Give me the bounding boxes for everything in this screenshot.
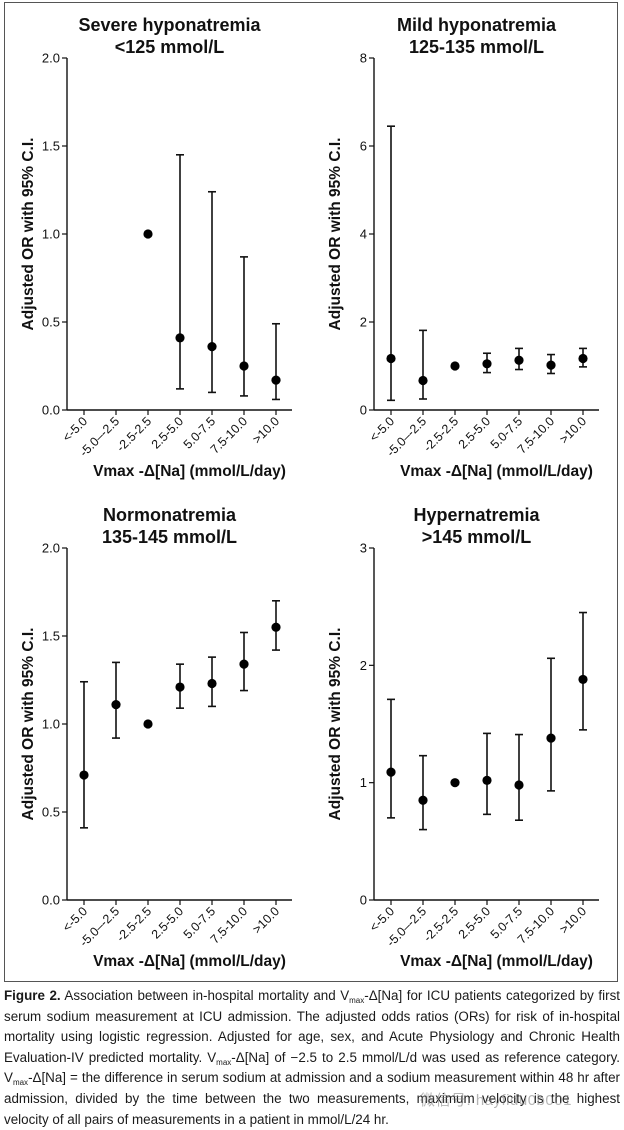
x-tick-label: -2.5-2.5 [421,904,461,944]
data-point [143,719,153,729]
x-tick-label: >10.0 [250,904,282,936]
y-tick-label: 1.5 [42,629,60,644]
x-tick-label: -2.5-2.5 [114,414,154,454]
x-tick-label: 2.5-5.0 [456,414,493,451]
x-axis-label: Vmax -Δ[Na] (mmol/L/day) [400,953,593,970]
y-axis-label: Adjusted OR with 95% C.I. [327,628,344,821]
data-point [207,342,217,352]
caption-label: Figure 2. [4,988,61,1003]
figure-caption: Figure 2. Association between in-hospita… [4,986,620,1130]
x-tick-label: 2.5-5.0 [456,904,493,941]
x-axis-label: Vmax -Δ[Na] (mmol/L/day) [400,463,593,480]
data-point [514,780,524,790]
x-axis-label: Vmax -Δ[Na] (mmol/L/day) [93,463,286,480]
y-tick-label: 3 [360,541,367,556]
data-point [386,767,396,777]
y-tick-label: 0.0 [42,893,60,908]
chart-panel-severe-hyponatremia: Severe hyponatremia <125 mmol/L 0.0 0.5 1.0 1… [5,3,310,491]
caption-text-4: -Δ[Na] = the difference in serum sodium … [4,1070,620,1127]
data-point [207,678,217,689]
x-tick-label: >10.0 [557,904,589,936]
y-tick-label: 6 [360,139,367,154]
chart-subtitle: >145 mmol/L [422,527,532,547]
data-point [546,360,556,370]
chart-title: Normonatremia [103,505,237,525]
y-tick-label: 1.5 [42,139,60,154]
y-tick-label: 1.0 [42,227,60,242]
chart-subtitle: <125 mmol/L [115,37,225,57]
caption-sub-2: max [216,1057,232,1067]
y-tick-label: 0 [360,893,367,908]
data-point [271,375,281,385]
data-point [450,361,460,371]
caption-text-2: -Δ[Na] for ICU patients categorized by f… [4,988,620,1065]
chart-subtitle: 125-135 mmol/L [409,37,544,57]
caption-text-1: Association between in-hospital mortalit… [60,988,350,1003]
y-tick-label: 2 [360,658,367,673]
data-point [418,375,428,386]
data-point [175,333,185,343]
data-point [418,795,428,805]
chart-subtitle: 135-145 mmol/L [102,527,237,547]
chart-panel-normonatremia: Normonatremia 135-145 mmol/L 0.0 0.5 1.0 1.5 2… [5,493,310,981]
y-axis-label: Adjusted OR with 95% C.I. [327,138,344,331]
chart-panel-hypernatremia: Hypernatremia >145 mmol/L 0 1 2 3 Adjusted OR … [312,493,617,981]
figure-frame: Severe hyponatremia <125 mmol/L 0.0 0.5 1.0 1… [4,2,618,982]
data-point [514,355,524,365]
y-tick-label: 1 [360,775,367,790]
data-point [239,361,249,371]
chart-svg: Severe hyponatremia<125 mmol/L 0.0 0.5 1.0 1… [20,15,292,480]
chart-title: Severe hyponatremia [78,15,261,35]
data-point [482,359,492,369]
watermark: 微信号: hayfidu0b001 [420,1092,572,1109]
data-point [578,674,588,685]
data-point [79,770,89,780]
data-point [450,778,460,788]
caption-sub-3: max [12,1078,29,1088]
y-tick-label: 0.0 [42,403,60,418]
y-tick-label: 0.5 [42,805,60,820]
x-tick-label: -2.5-2.5 [114,904,154,944]
x-tick-label: 2.5-5.0 [149,904,186,941]
data-point [143,229,153,239]
data-point [271,622,281,632]
data-point [482,775,492,785]
caption-sub-1: max [349,996,365,1005]
y-tick-label: 2.0 [42,541,60,556]
x-axis-label: Vmax -Δ[Na] (mmol/L/day) [93,953,286,970]
x-tick-label: 2.5-5.0 [149,414,186,451]
data-point [239,659,249,669]
chart-panel-mild-hyponatremia: Mild hyponatremia 125-135 mmol/L 0 2 4 6 8 Adju… [312,3,617,491]
y-axis-label: Adjusted OR with 95% C.I. [20,138,37,331]
chart-title: Hypernatremia [413,505,540,525]
y-tick-label: 2 [360,315,367,330]
chart-title: Mild hyponatremia [397,15,557,35]
data-point [386,353,396,364]
y-tick-label: 0 [360,403,367,418]
data-point [578,353,588,364]
y-tick-label: 4 [360,227,367,242]
data-point [546,733,556,743]
y-tick-label: 1.0 [42,717,60,732]
x-tick-label: >10.0 [557,414,589,446]
data-point [111,700,121,710]
x-tick-label: -2.5-2.5 [421,414,461,454]
caption-text-3: -Δ[Na] of −2.5 to 2.5 mmol/L/d was used … [4,1049,620,1086]
y-tick-label: 0.5 [42,315,60,330]
chart-svg: Hypernatremia>145 mmol/L 0 1 2 3 Adjusted OR … [327,505,599,970]
x-tick-label: >10.0 [250,414,282,446]
y-tick-label: 8 [360,51,367,66]
data-point [175,682,185,692]
y-tick-label: 2.0 [42,51,60,66]
y-axis-label: Adjusted OR with 95% C.I. [20,628,37,821]
